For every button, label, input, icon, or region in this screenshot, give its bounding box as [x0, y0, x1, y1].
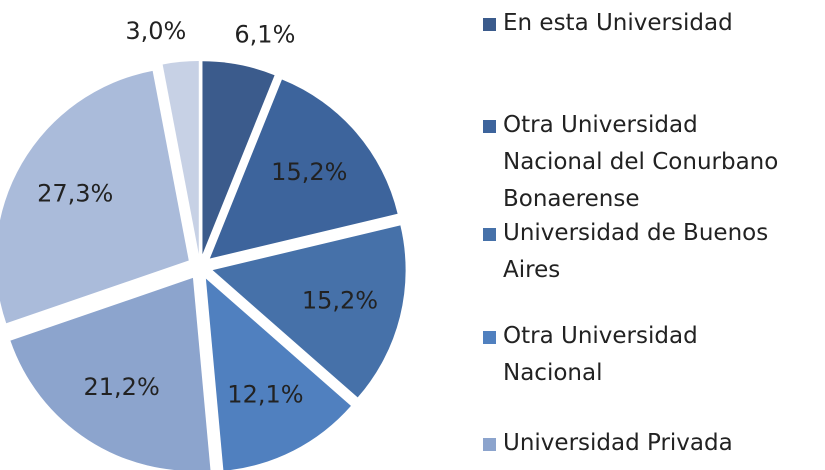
- pie-area: 6,1% 15,2% 15,2% 12,1% 21,2% 27,3% 3,0%: [0, 17, 406, 470]
- legend-label: En esta Universidad: [503, 10, 733, 36]
- data-label: 21,2%: [84, 373, 160, 401]
- legend-item: Otra Universidad Nacional: [483, 318, 803, 392]
- legend-item: En esta Universidad: [483, 5, 803, 42]
- legend-item: Otra Universidad Nacional del Conurbano …: [483, 107, 803, 218]
- legend-item: Universidad de Buenos Aires: [483, 215, 803, 289]
- pie-slice: [162, 61, 199, 255]
- data-label: 3,0%: [125, 17, 186, 45]
- pie-slice: [10, 277, 211, 470]
- pie-slice: [202, 61, 275, 255]
- legend-label: Otra Universidad Nacional del Conurbano …: [503, 112, 779, 212]
- legend-label: Universidad de Buenos Aires: [503, 220, 769, 283]
- legend-label: Otra Universidad Nacional: [503, 323, 698, 386]
- legend-item: Universidad Privada: [483, 425, 803, 462]
- legend-swatch: [483, 120, 496, 133]
- data-label: 6,1%: [234, 20, 295, 48]
- legend-swatch: [483, 18, 496, 31]
- pie-slice: [212, 225, 406, 398]
- legend-label: Universidad Privada: [503, 430, 733, 456]
- data-label: 27,3%: [37, 180, 113, 208]
- pie-slice: [0, 70, 189, 324]
- pie-slice: [205, 278, 351, 470]
- data-label: 12,1%: [227, 381, 303, 409]
- legend-swatch: [483, 228, 496, 241]
- data-label: 15,2%: [271, 158, 347, 186]
- data-label: 15,2%: [302, 287, 378, 315]
- legend-swatch: [483, 331, 496, 344]
- legend-swatch: [483, 438, 496, 451]
- pie-slice: [209, 79, 398, 259]
